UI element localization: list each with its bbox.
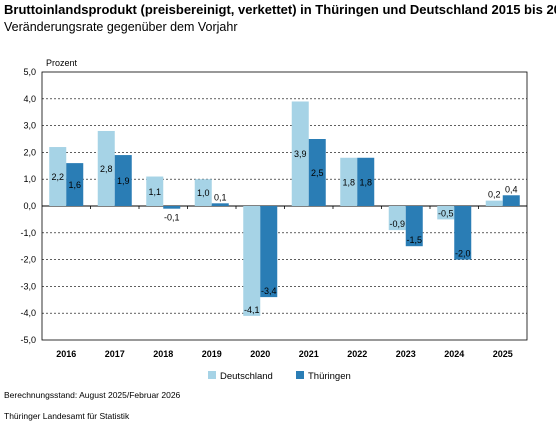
x-tick-label: 2016 bbox=[56, 349, 76, 359]
x-tick-label: 2017 bbox=[105, 349, 125, 359]
x-tick-label: 2018 bbox=[153, 349, 173, 359]
y-tick-label: 5,0 bbox=[23, 67, 36, 77]
data-label: 0,2 bbox=[488, 190, 501, 200]
data-label: -4,1 bbox=[244, 305, 260, 315]
data-label: 2,2 bbox=[51, 172, 64, 182]
data-label: -3,4 bbox=[261, 286, 277, 296]
data-label: 2,5 bbox=[311, 168, 324, 178]
y-tick-label: -1,0 bbox=[20, 228, 36, 238]
y-tick-label: 1,0 bbox=[23, 174, 36, 184]
bar-deutschland-2021 bbox=[291, 101, 309, 206]
legend-label: Deutschland bbox=[220, 371, 273, 382]
bar-thüringen-2017 bbox=[114, 155, 132, 206]
chart-title: Bruttoinlandsprodukt (preisbereinigt, ve… bbox=[4, 2, 556, 17]
x-tick-label: 2019 bbox=[202, 349, 222, 359]
data-label: 1,8 bbox=[342, 177, 355, 187]
bar-deutschland-2017 bbox=[97, 130, 115, 206]
data-label: 1,0 bbox=[197, 188, 210, 198]
bar-deutschland-2020 bbox=[243, 206, 261, 316]
bar-deutschland-2016 bbox=[49, 147, 67, 206]
y-tick-label: 2,0 bbox=[23, 147, 36, 157]
data-label: 1,8 bbox=[359, 177, 372, 187]
data-label: 0,4 bbox=[505, 184, 518, 194]
legend-swatch-thüringen bbox=[296, 371, 304, 379]
y-tick-label: -5,0 bbox=[20, 335, 36, 345]
data-label: 1,6 bbox=[68, 180, 81, 190]
y-tick-label: -4,0 bbox=[20, 308, 36, 318]
chart-subtitle: Veränderungsrate gegenüber dem Vorjahr bbox=[4, 20, 238, 34]
data-label: -0,1 bbox=[164, 213, 180, 223]
bar-thüringen-2020 bbox=[260, 206, 278, 298]
bar-thüringen-2024 bbox=[454, 206, 472, 260]
bar-thüringen-2025 bbox=[502, 195, 520, 206]
x-tick-label: 2025 bbox=[493, 349, 513, 359]
data-label: -2,0 bbox=[455, 249, 471, 259]
data-label: -0,5 bbox=[438, 208, 454, 218]
bar-thüringen-2018 bbox=[163, 206, 181, 209]
bar-thüringen-2022 bbox=[357, 157, 375, 206]
bar-deutschland-2025 bbox=[485, 200, 503, 206]
bar-thüringen-2021 bbox=[308, 139, 326, 206]
bar-thüringen-2023 bbox=[405, 206, 423, 247]
data-label: 1,1 bbox=[148, 187, 161, 197]
data-label: 3,9 bbox=[294, 149, 307, 159]
y-tick-label: -2,0 bbox=[20, 255, 36, 265]
x-tick-label: 2023 bbox=[396, 349, 416, 359]
legend-label: Thüringen bbox=[308, 371, 351, 382]
y-tick-label: -3,0 bbox=[20, 281, 36, 291]
x-tick-label: 2024 bbox=[444, 349, 464, 359]
y-tick-label: 4,0 bbox=[23, 94, 36, 104]
data-label: 0,1 bbox=[214, 192, 227, 202]
data-label: -0,9 bbox=[389, 219, 405, 229]
bar-deutschland-2018 bbox=[146, 176, 164, 206]
y-tick-label: 3,0 bbox=[23, 121, 36, 131]
source-note: Thüringer Landesamt für Statistik bbox=[4, 411, 130, 421]
bar-deutschland-2019 bbox=[194, 179, 212, 206]
x-tick-label: 2022 bbox=[347, 349, 367, 359]
bar-thüringen-2016 bbox=[66, 163, 84, 206]
data-label: -1,5 bbox=[406, 235, 422, 245]
bar-thüringen-2019 bbox=[211, 203, 229, 206]
bar-deutschland-2024 bbox=[437, 206, 455, 220]
bar-deutschland-2022 bbox=[340, 157, 358, 206]
bar-deutschland-2023 bbox=[388, 206, 406, 231]
data-label: 1,9 bbox=[117, 176, 130, 186]
footnote: Berechnungsstand: August 2025/Februar 20… bbox=[4, 390, 181, 400]
y-tick-label: 0,0 bbox=[23, 201, 36, 211]
x-tick-label: 2020 bbox=[250, 349, 270, 359]
legend-swatch-deutschland bbox=[208, 371, 216, 379]
x-tick-label: 2021 bbox=[299, 349, 319, 359]
y-axis-label: Prozent bbox=[46, 58, 78, 68]
data-label: 2,8 bbox=[100, 164, 113, 174]
